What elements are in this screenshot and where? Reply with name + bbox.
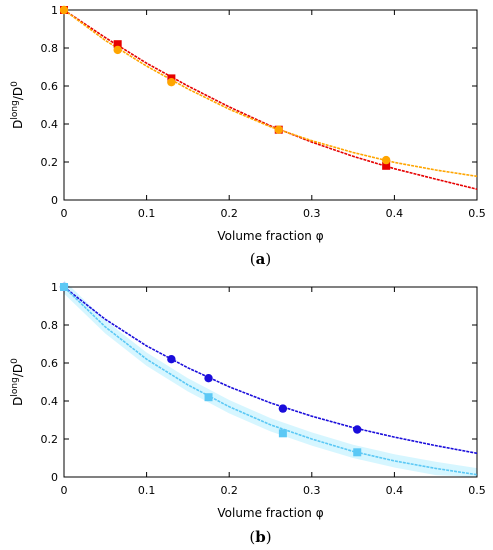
chart-panel-b: 0 0.1 0.2 0.3 0.4 0.5 0 0.2 0.4 0.6 0.8 1 Volume fra… bbox=[10, 280, 486, 546]
plot-frame bbox=[63, 286, 478, 478]
y-axis-label: Dlong/D0 bbox=[10, 358, 25, 406]
x-tick-label: 0.3 bbox=[303, 484, 321, 497]
x-tick-label: 0.4 bbox=[386, 207, 404, 220]
y-tick-label: 1 bbox=[51, 4, 58, 17]
panel-caption: (a) bbox=[250, 250, 271, 268]
caption-close-paren: ) bbox=[266, 528, 272, 546]
series-2-point bbox=[274, 125, 283, 134]
y-axis-label-part: 0 bbox=[10, 81, 20, 87]
x-tick-label: 0.3 bbox=[303, 207, 321, 220]
y-tick-label: 0.2 bbox=[41, 433, 59, 446]
y-tick-label: 0.8 bbox=[41, 42, 59, 55]
series-1-point bbox=[167, 355, 176, 364]
plot-frame bbox=[63, 9, 478, 201]
series-2-point bbox=[381, 155, 391, 165]
series-1-fit-line bbox=[63, 286, 478, 455]
chart-panel-a: 0 0.1 0.2 0.3 0.4 0.5 0 0.2 0.4 0.6 0.8 1 Volume fra… bbox=[10, 4, 486, 268]
y-tick-label: 0 bbox=[51, 194, 58, 207]
y-axis-label-part: /D bbox=[11, 364, 25, 377]
x-tick-label: 0.5 bbox=[468, 207, 486, 220]
caption-letter: a bbox=[256, 250, 266, 268]
y-axis-label: Dlong/D0 bbox=[10, 81, 25, 129]
series-2-point bbox=[60, 283, 68, 291]
caption-close-paren: ) bbox=[265, 250, 271, 268]
x-tick-label: 0 bbox=[61, 207, 68, 220]
series-2-point bbox=[59, 5, 69, 15]
x-axis-label: Volume fraction φ bbox=[217, 506, 323, 520]
series-2-point bbox=[167, 78, 176, 87]
series-1-point bbox=[278, 404, 288, 413]
series-1-point bbox=[204, 374, 213, 383]
series-1-point bbox=[382, 161, 391, 170]
series-1-point bbox=[353, 425, 362, 434]
y-axis-label-part: long bbox=[10, 100, 20, 119]
series-1-point bbox=[113, 40, 122, 49]
series-2-point bbox=[278, 429, 287, 438]
x-axis-label: Volume fraction φ bbox=[217, 229, 323, 243]
series-2-point bbox=[204, 393, 213, 402]
series-2-fit-line bbox=[63, 286, 478, 476]
y-tick-label: 0.2 bbox=[41, 156, 59, 169]
series-2-point bbox=[353, 448, 362, 457]
y-tick-label: 1 bbox=[51, 281, 58, 294]
series-2-fit-line bbox=[63, 9, 478, 178]
y-axis-label-part: D bbox=[11, 120, 25, 129]
caption-letter: b bbox=[255, 528, 266, 546]
y-tick-label: 0.6 bbox=[41, 80, 59, 93]
x-tick-label: 0.2 bbox=[220, 207, 238, 220]
x-tick-label: 0.5 bbox=[468, 484, 486, 497]
series-2-point bbox=[113, 45, 122, 55]
y-tick-label: 0.4 bbox=[41, 118, 59, 131]
x-tick-label: 0 bbox=[61, 484, 68, 497]
y-tick-label: 0.4 bbox=[41, 395, 59, 408]
y-tick-label: 0.8 bbox=[41, 319, 59, 332]
y-tick-label: 0 bbox=[51, 471, 58, 484]
x-tick-label: 0.1 bbox=[138, 207, 156, 220]
x-tick-label: 0.2 bbox=[220, 484, 238, 497]
y-tick-label: 0.6 bbox=[41, 357, 59, 370]
y-axis-label-part: 0 bbox=[10, 358, 20, 364]
series-1-fit-line bbox=[63, 9, 478, 190]
error-band bbox=[64, 280, 477, 477]
y-axis-label-part: /D bbox=[11, 87, 25, 100]
y-axis-label-part: long bbox=[10, 377, 20, 396]
caption-open-paren: ( bbox=[249, 528, 255, 546]
x-tick-label: 0.4 bbox=[386, 484, 404, 497]
x-tick-label: 0.1 bbox=[138, 484, 156, 497]
panel-caption: (b) bbox=[249, 528, 271, 546]
caption-open-paren: ( bbox=[250, 250, 256, 268]
y-axis-label-part: D bbox=[11, 397, 25, 406]
